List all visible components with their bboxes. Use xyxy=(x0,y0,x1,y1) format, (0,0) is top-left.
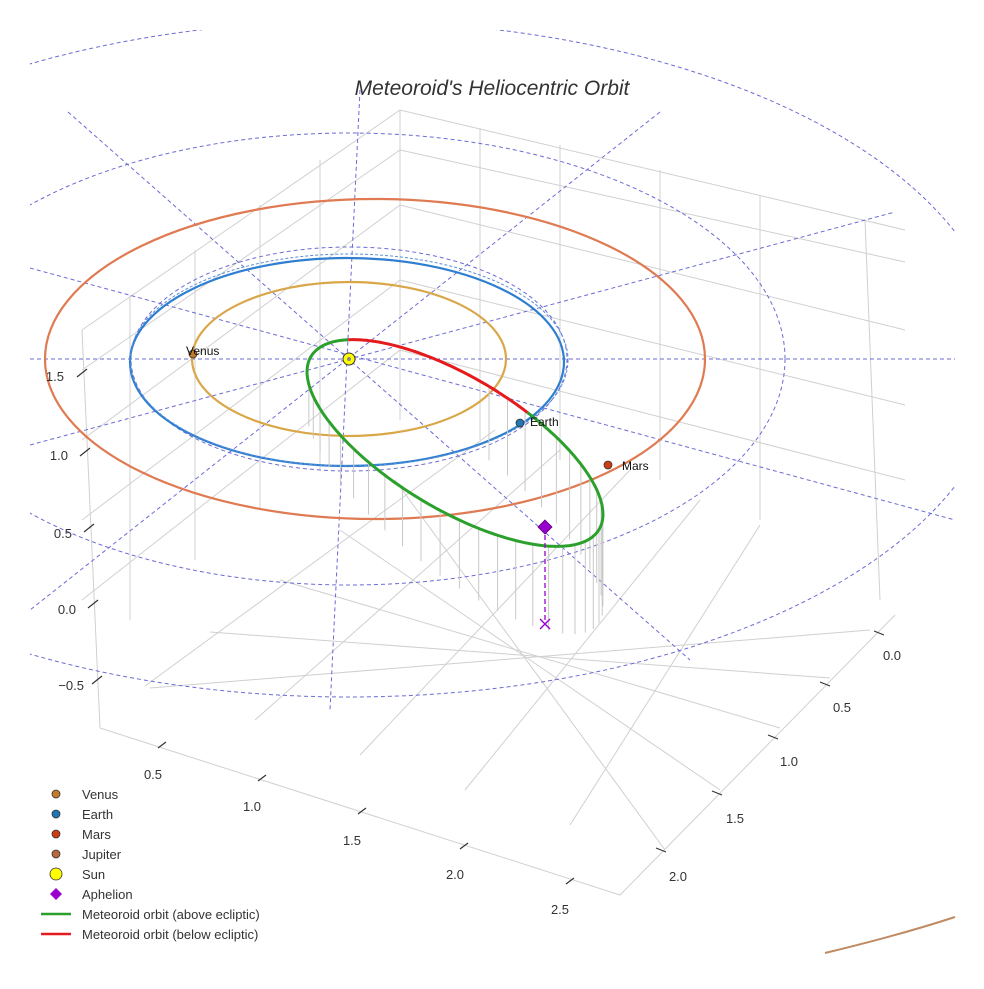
x-tick-label: 1.5 xyxy=(343,833,361,848)
ecliptic-ring xyxy=(30,132,786,586)
jupiter-orbit xyxy=(824,916,956,954)
ecliptic-radial-line xyxy=(67,111,691,661)
y-tick-label: 0.5 xyxy=(833,700,851,715)
earth-orbit-dashed xyxy=(129,253,569,467)
mars-marker xyxy=(603,460,613,470)
wall-grid-line xyxy=(864,219,881,601)
legend-label: Aphelion xyxy=(82,887,133,902)
floor-grid-line xyxy=(569,524,761,826)
x-tick-label: 2.5 xyxy=(551,902,569,917)
floor-grid-line xyxy=(279,579,781,729)
legend-swatch xyxy=(49,867,63,881)
back-wall-edge xyxy=(81,109,906,331)
aphelion-projection-marker xyxy=(539,618,551,630)
z-tick-label: 0.5 xyxy=(54,526,72,541)
floor-grid-line xyxy=(149,629,871,689)
chart-title: Meteoroid's Heliocentric Orbit xyxy=(355,77,631,100)
legend-swatch xyxy=(51,809,61,819)
y-tick-mark xyxy=(819,681,831,687)
ecliptic-ring xyxy=(30,30,955,698)
x-tick-label: 0.5 xyxy=(144,767,162,782)
wall-grid-line xyxy=(81,149,401,371)
floor-grid-line xyxy=(144,429,496,687)
wall-grid-line xyxy=(81,204,401,441)
wall-grid-line xyxy=(81,329,101,729)
ecliptic-radial-line xyxy=(30,211,896,446)
z-tick-mark xyxy=(87,599,99,609)
x-tick-mark xyxy=(459,842,469,850)
legend: Venus Earth Mars Jupiter Sun Aphelion Meteoroi… xyxy=(41,787,260,942)
z-tick-label: 1.5 xyxy=(46,369,64,384)
floor-grid-line xyxy=(359,469,631,756)
z-tick-mark xyxy=(76,368,88,378)
legend-swatch xyxy=(51,849,61,859)
y-tick-label: 1.0 xyxy=(780,754,798,769)
z-tick-label: 0.0 xyxy=(58,602,76,617)
legend-swatch xyxy=(50,888,62,900)
earth-orbit xyxy=(128,256,566,468)
projection-lines xyxy=(308,384,604,635)
legend-swatch xyxy=(51,829,61,839)
wall-grid-line xyxy=(399,349,906,481)
wall-grid-line xyxy=(399,149,906,263)
legend-label: Sun xyxy=(82,867,105,882)
y-tick-mark xyxy=(711,790,723,796)
ecliptic-radial-line xyxy=(329,89,361,711)
wall-grid-line xyxy=(81,349,401,601)
z-tick-mark xyxy=(79,447,91,457)
mars-orbit xyxy=(43,197,707,521)
x-tick-mark xyxy=(565,877,575,885)
ecliptic-ring xyxy=(130,246,568,472)
venus-label: Venus xyxy=(186,344,219,358)
x-tick-mark xyxy=(357,807,367,815)
legend-swatch xyxy=(51,789,61,799)
y-tick-label: 0.0 xyxy=(883,648,901,663)
z-tick-mark xyxy=(91,675,103,685)
y-tick-mark xyxy=(873,630,885,636)
z-tick-label: −0.5 xyxy=(58,678,84,693)
x-tick-label: 2.0 xyxy=(446,867,464,882)
mars-label: Mars xyxy=(622,459,649,473)
earth-marker xyxy=(515,418,525,428)
x-tick-mark xyxy=(257,774,267,782)
wall-grid-line xyxy=(81,279,401,521)
legend-label: Jupiter xyxy=(82,847,122,862)
floor-edge xyxy=(99,614,896,896)
legend-label: Earth xyxy=(82,807,113,822)
y-tick-mark xyxy=(767,734,779,740)
y-tick-mark xyxy=(655,847,667,853)
venus-orbit xyxy=(190,280,508,438)
aphelion-marker xyxy=(537,519,553,535)
sun-center xyxy=(347,357,351,361)
meteoroid-orbit-below xyxy=(348,338,529,414)
legend-label: Meteoroid orbit (below ecliptic) xyxy=(82,927,258,942)
meteoroid-orbit-above xyxy=(305,338,605,548)
z-tick-mark xyxy=(83,523,95,533)
x-tick-mark xyxy=(157,741,167,749)
legend-label: Mars xyxy=(82,827,111,842)
floor-grid-line xyxy=(464,499,701,791)
floor-grid-line xyxy=(209,631,831,679)
floor-grid-line xyxy=(339,529,721,791)
legend-label: Meteoroid orbit (above ecliptic) xyxy=(82,907,260,922)
grid-lines xyxy=(81,109,906,896)
earth-label: Earth xyxy=(530,415,559,429)
y-tick-label: 1.5 xyxy=(726,811,744,826)
wall-grid-line xyxy=(399,204,906,331)
ecliptic-radial-line xyxy=(30,267,955,521)
wall-grid-line xyxy=(399,279,906,406)
legend-label: Venus xyxy=(82,787,119,802)
y-tick-label: 2.0 xyxy=(669,869,687,884)
z-tick-label: 1.0 xyxy=(50,448,68,463)
x-tick-label: 1.0 xyxy=(243,799,261,814)
venus-marker xyxy=(188,349,198,359)
